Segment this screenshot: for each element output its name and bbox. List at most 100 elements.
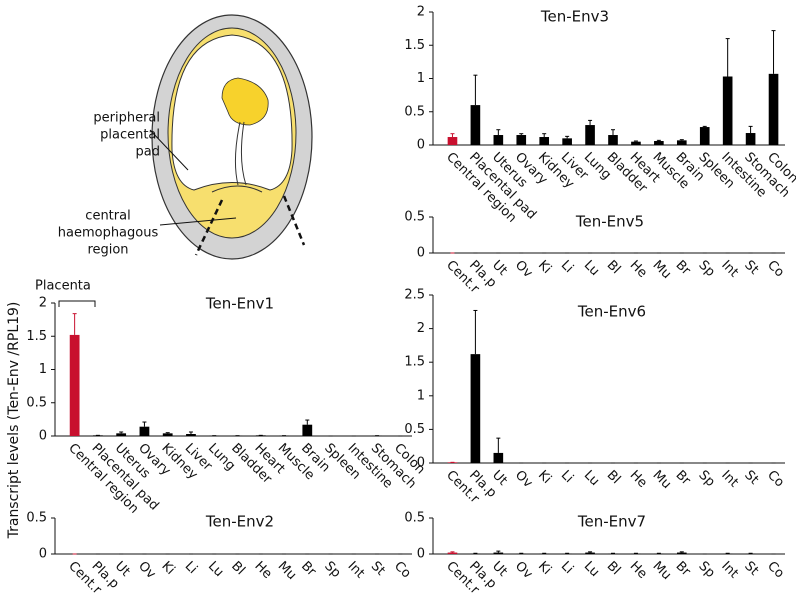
bar xyxy=(186,434,196,436)
x-tick-label: Lu xyxy=(581,258,602,279)
x-tick-label: St xyxy=(741,559,761,579)
x-tick-label: Mu xyxy=(650,559,674,583)
y-tick-label: 0 xyxy=(417,547,425,562)
cord-base xyxy=(211,185,263,193)
x-tick-label: Ki xyxy=(535,559,554,578)
x-tick-label: Int xyxy=(718,258,741,281)
bar xyxy=(539,137,550,145)
y-axis-label: Transcript levels (Ten-Env /RPL19) xyxy=(6,302,22,540)
bar xyxy=(493,452,504,463)
x-tick-label: Mu xyxy=(275,559,299,583)
x-tick-label: Mu xyxy=(650,258,674,282)
y-tick-label: 0 xyxy=(39,547,47,562)
annotation: Placenta xyxy=(35,279,91,294)
bar xyxy=(676,140,687,145)
x-tick-label: Co xyxy=(764,468,787,491)
chart-title: Ten-Env6 xyxy=(577,303,646,321)
x-tick-label: Ki xyxy=(535,258,554,277)
y-tick-label: 0.5 xyxy=(26,511,47,526)
pointer xyxy=(149,129,189,171)
x-tick-label: Lu xyxy=(205,559,226,580)
y-tick-label: 1 xyxy=(39,362,47,377)
bar xyxy=(302,424,313,436)
x-tick-label: Sp xyxy=(695,468,717,490)
x-tick-label: Br xyxy=(672,258,693,279)
x-tick-label: Ov xyxy=(512,258,535,281)
label: central xyxy=(85,209,130,224)
embryo xyxy=(221,77,269,126)
bar xyxy=(768,73,779,145)
bar xyxy=(139,426,150,436)
chart-title: Ten-Env5 xyxy=(575,213,644,231)
x-tick-label: Int xyxy=(345,559,368,582)
y-tick-label: 0 xyxy=(417,456,425,471)
bar xyxy=(585,125,595,145)
bar xyxy=(654,141,664,145)
y-tick-label: 0 xyxy=(417,246,425,261)
bar xyxy=(585,552,595,554)
x-tick-label: Li xyxy=(558,559,576,577)
bar xyxy=(493,135,504,145)
y-tick-label: 2 xyxy=(39,296,47,311)
y-tick-label: 0 xyxy=(39,429,47,444)
y-tick-label: 0 xyxy=(417,138,425,153)
x-tick-label: St xyxy=(741,258,761,278)
bar xyxy=(562,138,572,145)
x-tick-label: Int xyxy=(718,468,741,491)
dash-right xyxy=(282,195,306,246)
x-tick-label: Br xyxy=(672,468,693,489)
x-tick-label: Int xyxy=(718,559,741,582)
y-tick-label: 1 xyxy=(417,71,425,86)
x-tick-label: Ov xyxy=(512,468,535,491)
x-tick-label: Bl xyxy=(604,258,623,277)
chart-title: Ten-Env3 xyxy=(540,8,609,26)
x-tick-label: Sp xyxy=(695,258,717,280)
label: haemophagous xyxy=(58,226,159,241)
y-tick-label: 0.5 xyxy=(404,210,425,225)
label: peripheral xyxy=(93,111,160,126)
bar xyxy=(722,76,733,145)
y-tick-label: 1.5 xyxy=(26,329,47,344)
x-tick-label: Ki xyxy=(535,468,554,487)
bar xyxy=(116,433,127,436)
x-tick-label: Sp xyxy=(321,559,343,581)
dash-left xyxy=(194,199,224,256)
x-tick-label: Br xyxy=(672,559,693,580)
label: region xyxy=(87,243,128,258)
x-tick-label: Lu xyxy=(581,468,602,489)
x-tick-label: Bl xyxy=(604,468,623,487)
x-tick-label: St xyxy=(368,559,388,579)
bar xyxy=(447,137,458,145)
label: pad xyxy=(136,145,160,160)
bracket xyxy=(58,300,96,307)
bar xyxy=(676,552,687,554)
x-tick-label: Mu xyxy=(650,468,674,492)
x-tick-label: He xyxy=(627,258,650,281)
x-tick-label: Bl xyxy=(604,559,623,578)
x-tick-label: Li xyxy=(182,559,200,577)
x-tick-label: Co xyxy=(764,559,787,582)
bar xyxy=(516,135,527,145)
y-tick-label: 2 xyxy=(417,321,425,336)
y-tick-label: 1.5 xyxy=(404,38,425,53)
y-tick-label: 1 xyxy=(417,388,425,403)
chart-title: Ten-Env1 xyxy=(205,295,274,313)
bar xyxy=(631,141,641,145)
y-tick-label: 0.5 xyxy=(404,104,425,119)
diagram: peripheral placental pad central haemoph… xyxy=(58,14,313,260)
y-tick-label: 2 xyxy=(417,5,425,20)
bar xyxy=(470,105,481,145)
x-tick-label: Co xyxy=(764,258,787,281)
x-tick-label: Ki xyxy=(158,559,177,578)
x-tick-label: Ov xyxy=(135,559,158,582)
bar xyxy=(447,552,458,554)
cord xyxy=(234,121,247,186)
y-tick-label: 1.5 xyxy=(404,355,425,370)
bar xyxy=(745,133,756,145)
y-tick-label: 0.5 xyxy=(404,511,425,526)
x-tick-label: Li xyxy=(558,468,576,486)
x-tick-label: Co xyxy=(391,559,414,582)
bar xyxy=(608,135,618,145)
